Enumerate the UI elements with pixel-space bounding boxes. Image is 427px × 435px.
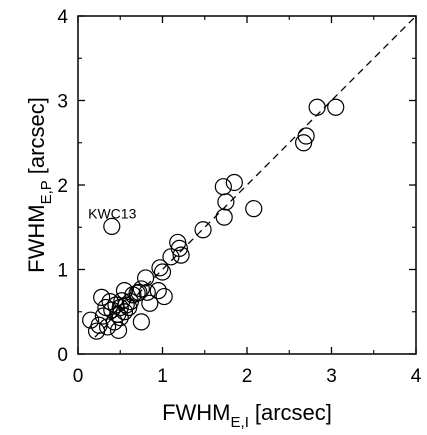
data-point — [120, 298, 138, 317]
data-point — [169, 233, 187, 252]
data-point — [295, 134, 313, 152]
x-axis-title: FWHME,I [arcsec] — [162, 400, 332, 431]
y-tick-label: 0 — [57, 345, 68, 366]
data-point — [94, 307, 112, 325]
data-point — [225, 173, 243, 192]
x-tick-label: 2 — [242, 366, 253, 387]
data-point — [115, 303, 134, 321]
x-tick-label: 3 — [326, 366, 337, 387]
data-point — [170, 239, 188, 257]
data-point — [137, 269, 155, 287]
data-point — [215, 208, 233, 226]
data-point — [132, 313, 150, 331]
annotation-kwc13: KWC13 — [88, 206, 136, 222]
data-point — [130, 283, 148, 301]
data-point — [155, 287, 173, 306]
x-tick-label: 1 — [157, 366, 168, 387]
data-point — [151, 259, 169, 277]
data-point — [109, 321, 128, 339]
data-point — [297, 127, 315, 145]
x-axis-title-unit: [arcsec] — [255, 400, 332, 425]
y-tick-label: 4 — [57, 7, 68, 28]
data-point — [115, 282, 134, 300]
data-point — [103, 217, 121, 236]
data-point — [141, 294, 159, 312]
data-point — [214, 178, 232, 196]
data-point — [98, 318, 117, 336]
data-point — [117, 296, 135, 314]
x-axis-title-subscript: E,I — [231, 414, 249, 431]
axis-tick-labels: 0 1 2 3 4 0 1 2 3 4 — [57, 7, 421, 387]
data-point — [82, 311, 100, 329]
data-point — [105, 313, 123, 331]
x-axis-title-main: FWHM — [162, 400, 230, 425]
data-point — [113, 292, 131, 310]
data-point — [217, 193, 235, 211]
data-point — [153, 263, 172, 281]
data-point — [327, 98, 345, 116]
data-point — [172, 246, 190, 264]
y-axis-title-main: FWHM — [24, 204, 49, 272]
x-tick-label: 4 — [411, 366, 422, 387]
y-axis-title: FWHME,P [arcsec] — [24, 97, 55, 273]
y-tick-label: 1 — [57, 261, 68, 282]
reference-line — [94, 15, 417, 338]
y-tick-label: 2 — [57, 176, 68, 197]
y-axis-title-subscript: E,P — [38, 180, 55, 204]
data-point — [138, 283, 156, 301]
data-points — [82, 98, 345, 340]
data-point — [128, 284, 146, 302]
data-point — [93, 288, 111, 306]
y-axis-title-unit: [arcsec] — [24, 97, 49, 174]
y-tick-label: 3 — [57, 92, 68, 113]
data-point — [308, 98, 326, 116]
axis-ticks — [77, 15, 417, 355]
data-point — [245, 200, 263, 218]
data-point — [149, 282, 167, 300]
data-point — [194, 221, 212, 239]
x-tick-label: 0 — [73, 366, 84, 387]
